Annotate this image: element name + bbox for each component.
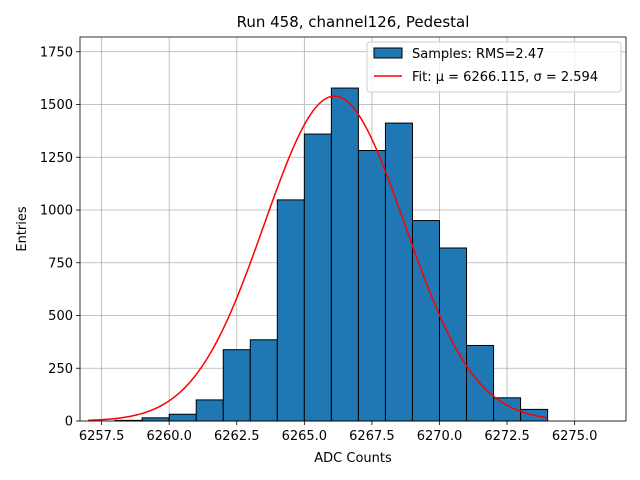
- histogram-bar-1: [141, 417, 170, 422]
- axes-frame: [79, 36, 627, 422]
- y-tick-label-6: 1500: [40, 98, 73, 113]
- y-axis-ticks: 0 250 500 750 1000 1250 1500 1750: [40, 45, 80, 430]
- x-tick-label-2: 6262.5: [214, 429, 260, 444]
- x-tick-label-7: 6275.0: [552, 429, 598, 444]
- histogram-bar-9: [357, 150, 386, 422]
- x-tick-label-4: 6267.5: [349, 429, 395, 444]
- histogram-bar-4: [222, 349, 251, 422]
- histogram-bars: [114, 87, 549, 422]
- x-tick-label-5: 6270.0: [417, 429, 463, 444]
- histogram-bar-2: [168, 413, 197, 422]
- x-axis-ticks: 6257.5 6260.0 6262.5 6265.0 6267.5 6270.0 6272…: [79, 421, 598, 444]
- legend-box: [366, 41, 622, 93]
- y-tick-label-0: 0: [65, 415, 73, 430]
- histogram-bar-12: [438, 247, 468, 422]
- legend-fit-label: Fit: μ = 6266.115, σ = 2.594: [412, 70, 598, 85]
- histogram-bar-5: [249, 339, 278, 422]
- fit-curve: [88, 95, 548, 422]
- legend: Samples: RMS=2.47 Fit: μ = 6266.115, σ =…: [366, 41, 622, 93]
- y-tick-label-7: 1750: [40, 45, 73, 60]
- x-tick-label-6: 6272.5: [484, 429, 530, 444]
- histogram-bar-8: [330, 87, 359, 422]
- y-tick-label-2: 500: [48, 309, 73, 324]
- legend-samples-label: Samples: RMS=2.47: [412, 47, 544, 62]
- x-tick-label-1: 6260.0: [146, 429, 192, 444]
- legend-samples-swatch: [373, 47, 403, 59]
- x-tick-label-0: 6257.5: [79, 429, 125, 444]
- histogram-bar-6: [276, 199, 305, 422]
- y-tick-label-4: 1000: [40, 204, 73, 219]
- histogram-bar-3: [195, 399, 224, 422]
- x-axis-label: ADC Counts: [314, 451, 392, 466]
- y-tick-label-1: 250: [48, 362, 73, 377]
- histogram-bar-11: [411, 220, 440, 422]
- histogram-bar-10: [384, 122, 413, 422]
- y-axis-label: Entries: [15, 206, 30, 252]
- x-tick-label-3: 6265.0: [282, 429, 328, 444]
- y-tick-label-3: 750: [48, 256, 73, 271]
- histogram-bar-7: [303, 133, 332, 422]
- y-tick-label-5: 1250: [40, 151, 73, 166]
- chart-title: Run 458, channel126, Pedestal: [237, 13, 470, 31]
